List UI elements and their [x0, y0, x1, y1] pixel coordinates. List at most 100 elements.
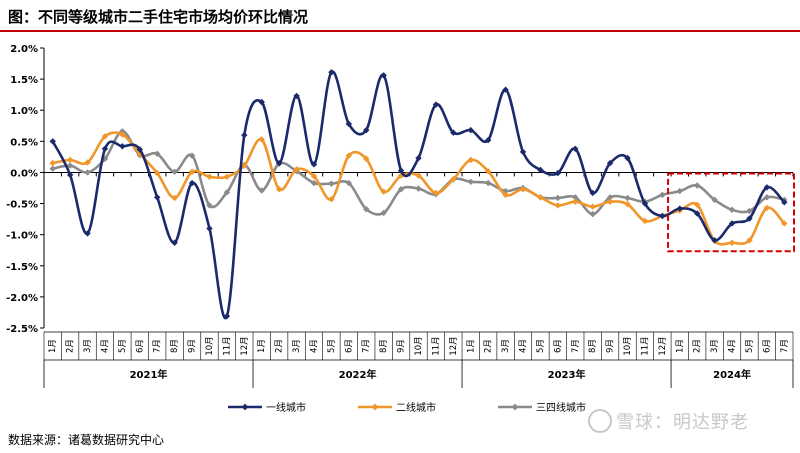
x-tick-label: 8月: [379, 339, 389, 353]
data-point: [711, 237, 718, 244]
data-point: [484, 168, 492, 175]
data-point: [49, 138, 56, 145]
data-point: [223, 312, 231, 320]
data-point: [659, 191, 666, 199]
data-point: [241, 162, 248, 169]
data-point: [589, 203, 596, 210]
data-point: [84, 159, 91, 166]
x-tick-label: 5月: [118, 339, 128, 353]
data-point: [49, 159, 56, 167]
data-point: [746, 237, 753, 244]
data-point: [84, 169, 91, 176]
data-point: [502, 86, 509, 93]
data-point: [693, 201, 701, 208]
x-tick-label: 1月: [675, 339, 685, 353]
x-tick-label: 3月: [83, 339, 93, 353]
data-point: [363, 205, 370, 213]
data-point: [554, 202, 562, 209]
data-point: [258, 187, 265, 194]
watermark: 雪球：明达野老: [588, 408, 749, 434]
x-tick-label: 1月: [257, 339, 267, 353]
data-point: [310, 161, 318, 168]
x-tick-label: 3月: [710, 339, 720, 353]
data-point: [554, 194, 562, 202]
data-point: [293, 92, 300, 100]
x-tick-label: 2月: [693, 339, 703, 353]
data-point: [101, 133, 109, 140]
year-label: 2023年: [548, 368, 586, 381]
y-tick-label: 0.5%: [10, 137, 38, 148]
data-point: [676, 205, 683, 212]
data-point: [171, 194, 178, 202]
data-point: [693, 210, 701, 217]
data-point: [746, 207, 753, 215]
x-tick-label: 6月: [135, 339, 145, 353]
x-tick-label: 6月: [762, 339, 772, 353]
data-point: [345, 179, 353, 187]
legend-item: 三四线城市: [498, 401, 586, 414]
data-point: [345, 120, 353, 128]
year-label: 2021年: [130, 368, 168, 381]
x-tick-label: 12月: [658, 336, 668, 355]
data-point: [572, 194, 579, 201]
data-point: [450, 176, 457, 183]
data-point: [223, 173, 231, 180]
year-label: 2022年: [339, 368, 377, 381]
data-point: [746, 215, 753, 222]
legend-item: 一线城市: [228, 401, 306, 414]
x-tick-label: 5月: [536, 339, 546, 353]
snowball-logo-icon: [588, 409, 612, 433]
data-point: [310, 172, 318, 180]
data-point: [450, 129, 457, 136]
legend-label: 三四线城市: [536, 401, 586, 414]
x-tick-label: 10月: [414, 336, 424, 355]
data-point: [310, 179, 318, 187]
x-tick-label: 9月: [606, 339, 616, 353]
x-tick-label: 3月: [501, 339, 511, 353]
x-tick-label: 8月: [170, 339, 180, 353]
x-tick-label: 10月: [205, 336, 215, 355]
data-point: [763, 194, 771, 201]
x-tick-label: 11月: [222, 336, 232, 355]
data-point: [363, 126, 370, 134]
y-tick-label: -2.0%: [6, 293, 38, 304]
data-point: [589, 210, 596, 218]
legend-label: 二线城市: [396, 401, 436, 414]
figure-title: 图：不同等级城市二手住宅市场均价环比情况: [8, 8, 309, 26]
x-tick-label: 2月: [66, 339, 76, 353]
legend-swatch-marker: [371, 403, 379, 411]
data-point: [223, 189, 231, 196]
legend-item: 二线城市: [358, 401, 436, 414]
data-point: [589, 189, 596, 197]
data-point: [258, 98, 265, 106]
legend: 一线城市 二线城市 三四线城市: [228, 401, 586, 414]
data-point: [363, 155, 370, 162]
data-point: [154, 150, 161, 157]
data-point: [484, 179, 492, 187]
data-point: [467, 126, 474, 134]
title-divider: [0, 30, 800, 32]
data-point: [606, 159, 614, 167]
data-point: [484, 136, 492, 144]
x-category-band: 1月 2月 3月 4月 5月 6月 7月 8月 9月 10月 11月 12月 1月 2月 3月 4月 5月 6月 7…: [43, 331, 794, 388]
data-point: [606, 198, 614, 205]
data-point: [537, 166, 544, 174]
data-point: [171, 168, 178, 176]
data-point: [397, 167, 405, 174]
x-tick-label: 6月: [553, 339, 563, 353]
data-point: [502, 191, 509, 199]
highlight-box: [667, 172, 795, 253]
data-point: [206, 202, 213, 209]
series-1: [49, 69, 788, 320]
x-tick-label: 4月: [309, 339, 319, 353]
data-point: [154, 194, 161, 201]
x-tick-label: 4月: [728, 339, 738, 353]
data-point: [258, 136, 265, 143]
x-tick-label: 4月: [519, 339, 529, 353]
data-point: [119, 131, 126, 138]
x-tick-label: 1月: [466, 339, 476, 353]
data-point: [101, 155, 109, 162]
data-point: [136, 146, 144, 153]
data-point: [728, 239, 736, 246]
